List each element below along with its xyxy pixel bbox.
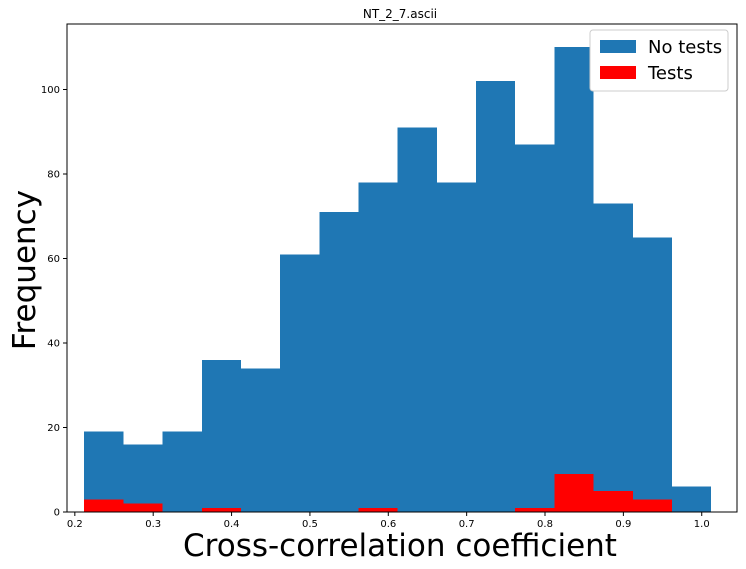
y-tick-label: 0 [54,508,60,519]
y-tick-label: 60 [47,254,60,265]
axes-frame [66,23,738,513]
x-tick-label: 0.4 [224,519,240,530]
no-tests-bar-6 [280,254,320,512]
no-tests-bar-2 [123,444,163,512]
tests-bar-8 [632,499,672,512]
x-tick-label: 0.5 [302,519,318,530]
no-tests-bar-10 [436,182,477,512]
no-tests-bar-16 [671,486,712,512]
no-tests-bar-3 [162,431,202,512]
no-tests-bar-15 [632,237,672,512]
x-axis-ticks: 0.2 0.3 0.4 0.5 0.6 0.7 0.8 0.9 1.0 [67,512,710,530]
no-tests-bar-14 [593,203,633,513]
x-tick-label: 0.6 [380,519,396,530]
y-axis-label: Frequency [7,190,43,350]
x-axis-label: Cross-correlation coefficient [183,528,617,564]
no-tests-bar-7 [319,212,359,512]
no-tests-bar-11 [476,81,516,512]
y-tick-label: 80 [47,169,60,180]
tests-bar-1 [84,499,124,512]
tests-bar-2 [123,503,163,512]
x-tick-label: 1.0 [694,519,710,530]
tests-bar-6 [554,473,594,512]
no-tests-series [84,47,712,513]
tests-bar-4 [358,507,398,512]
tests-bar-5 [515,507,555,512]
legend-swatch-tests [600,66,636,79]
no-tests-bar-1 [84,431,124,512]
x-tick-label: 0.8 [537,519,553,530]
x-tick-label: 0.9 [615,519,631,530]
y-axis-ticks: 0 20 40 60 80 100 [41,85,67,519]
y-tick-label: 100 [41,85,60,96]
no-tests-bar-13 [554,47,594,512]
x-tick-label: 0.7 [459,519,475,530]
chart-title: NT_2_7.ascii [363,7,437,21]
legend-swatch-no-tests [600,40,636,53]
x-tick-label: 0.2 [67,519,83,530]
plot-frame [66,23,738,513]
x-tick-label: 0.3 [145,519,161,530]
tests-bar-3 [201,507,241,512]
no-tests-bar-9 [397,127,437,513]
tests-series [84,473,672,512]
no-tests-bar-12 [515,144,555,512]
legend: No tests Tests [589,29,729,92]
y-tick-label: 20 [47,423,60,434]
legend-label-no-tests: No tests [648,37,722,58]
y-tick-label: 40 [47,338,60,349]
no-tests-bar-4 [201,359,241,512]
tests-bar-7 [593,490,633,512]
no-tests-bar-5 [240,368,281,512]
no-tests-bar-8 [358,182,398,512]
legend-label-tests: Tests [647,63,693,84]
